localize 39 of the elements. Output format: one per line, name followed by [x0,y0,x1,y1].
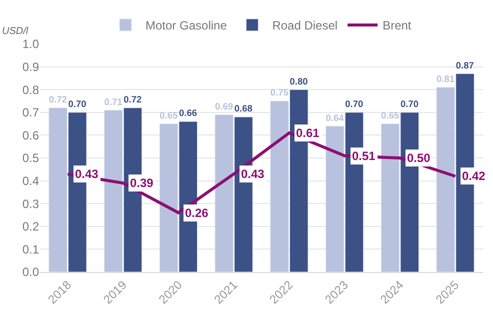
legend-label: Brent [382,18,412,33]
y-tick-label: 0.2 [22,220,40,234]
data-label: 0.70 [400,99,419,110]
data-label: 0.43 [241,167,265,181]
data-label: 0.66 [178,108,198,118]
y-tick-label: 0.0 [22,265,40,280]
data-label: 0.69 [214,101,234,112]
data-label: 0.39 [130,176,154,190]
data-label: 0.70 [68,99,86,110]
data-label: 0.26 [185,206,209,220]
legend-label: Road Diesel [272,18,338,33]
y-tick-label: 0.7 [22,106,40,120]
legend-label: Motor Gasoline [146,18,228,33]
data-label: 0.43 [75,167,99,181]
y-tick-label: 0.3 [22,196,40,211]
y-tick-label: 0.5 [22,151,40,166]
data-label: 0.75 [270,88,288,98]
y-tick-label: 0.4 [22,174,40,188]
data-label: 0.65 [381,110,400,120]
y-axis-title: USD/l [2,26,29,37]
data-label: 0.64 [326,112,345,123]
y-tick-label: 0.1 [22,242,40,256]
data-label: 0.72 [124,94,142,105]
data-label: 0.70 [345,99,364,110]
data-label: 0.80 [290,76,308,86]
data-label: 0.61 [296,126,320,140]
data-label: 0.50 [407,151,431,165]
data-label: 0.71 [104,96,122,107]
data-label: 0.51 [352,149,376,163]
y-tick-label: 0.8 [22,82,40,97]
y-tick-label: 1.0 [22,37,40,52]
y-tick-label: 0.6 [22,128,40,142]
data-label: 0.81 [436,74,455,84]
data-label: 0.68 [234,104,252,114]
data-label: 0.72 [48,94,67,105]
data-label: 0.42 [462,169,486,183]
data-label: 0.65 [160,110,178,120]
data-label: 0.87 [456,60,474,70]
y-tick-label: 0.9 [22,60,40,74]
